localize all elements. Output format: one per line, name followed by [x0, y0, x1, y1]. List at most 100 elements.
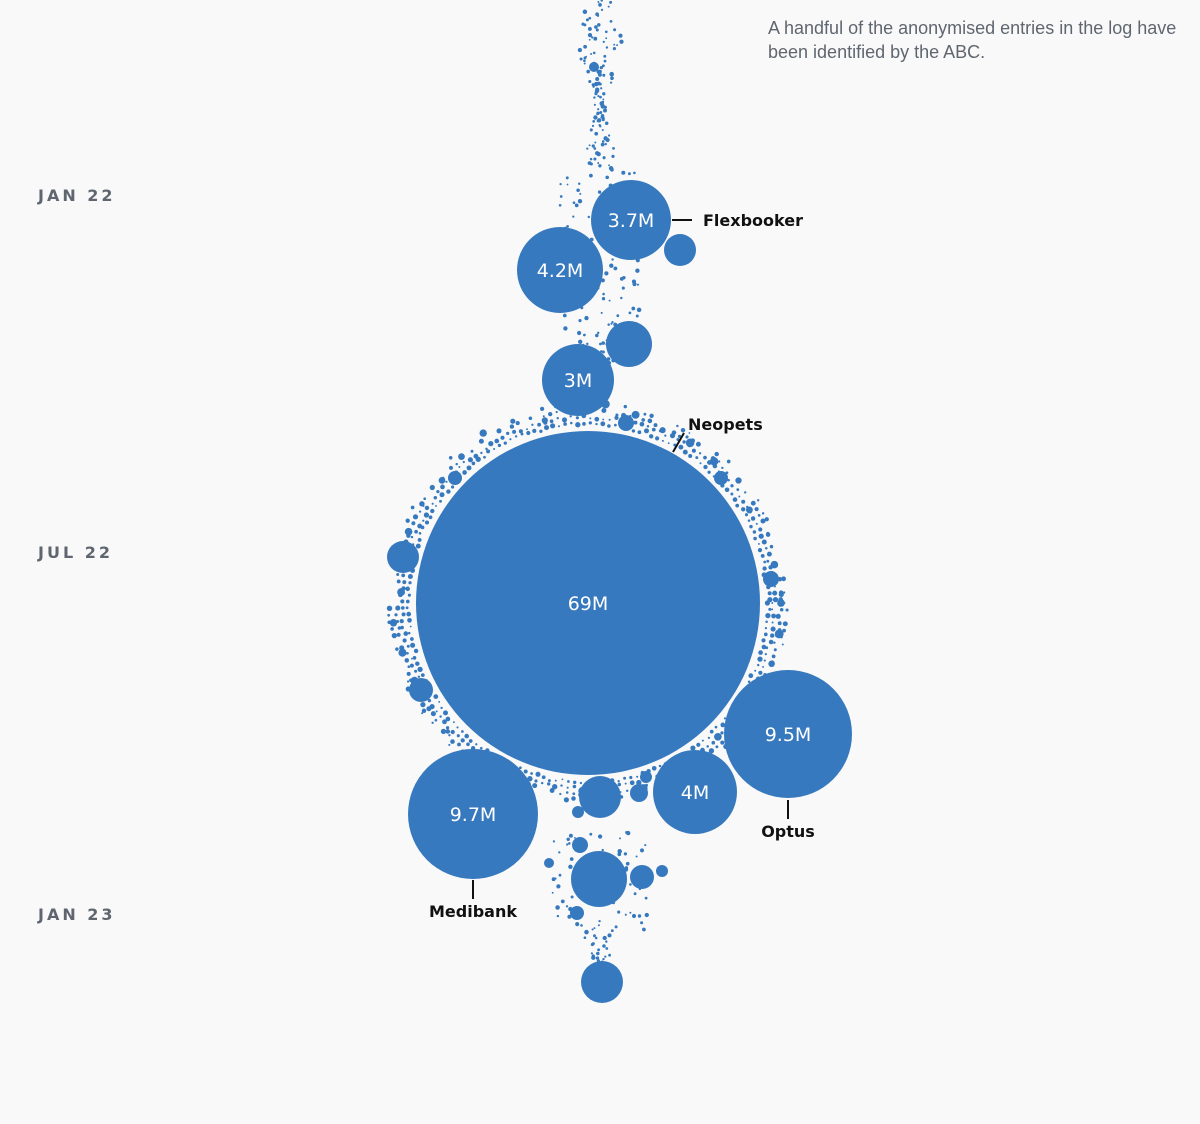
breach-dot: [439, 492, 445, 498]
breach-bubble: [448, 471, 462, 485]
breach-dot: [592, 51, 596, 55]
breach-dot: [629, 883, 632, 886]
breach-dot: [579, 781, 583, 785]
breach-dot: [406, 611, 412, 617]
breach-dot: [471, 461, 476, 466]
breach-dot: [601, 297, 606, 301]
breach-dot: [629, 780, 635, 786]
breach-dot: [550, 423, 556, 429]
breach-dot: [587, 161, 590, 164]
breach-dot: [597, 162, 600, 164]
breach-dot: [590, 952, 594, 955]
breach-dot: [488, 441, 494, 447]
breach-dot: [785, 608, 789, 612]
callouts: Flexbooker Neopets Optus Medibank: [429, 211, 815, 921]
breach-dot: [589, 173, 593, 178]
breach-dot: [400, 625, 404, 630]
breach-dot: [593, 935, 596, 938]
breach-bubble: [570, 906, 584, 920]
breach-dot: [635, 314, 639, 318]
breach-dot: [608, 418, 611, 421]
breach-dot: [609, 20, 613, 23]
breach-dot: [601, 140, 605, 143]
breach-dot: [439, 715, 442, 718]
breach-dot: [597, 72, 602, 77]
breach-dot: [410, 535, 414, 539]
breach-dot: [597, 834, 603, 839]
breach-dot: [593, 927, 596, 930]
breach-dot: [593, 157, 597, 161]
breach-dot: [593, 147, 597, 150]
breach-dot: [664, 434, 667, 437]
breach-dot: [709, 457, 719, 466]
breach-dot: [768, 660, 775, 668]
breach-dot: [613, 43, 616, 46]
breach-dot: [407, 665, 411, 669]
breach-dot: [695, 441, 701, 447]
breach-dot: [396, 632, 401, 637]
breach-dot: [604, 955, 607, 958]
breach-dot: [415, 543, 421, 549]
breach-dot: [577, 182, 581, 186]
breach-bubble: [581, 961, 623, 1003]
breach-dot: [589, 162, 593, 166]
breach-dot: [543, 425, 550, 431]
breach-dot: [402, 580, 407, 585]
breach-bubble: [630, 784, 648, 802]
breach-dot: [623, 404, 627, 409]
breach-dot: [750, 516, 756, 521]
breach-dot: [496, 428, 502, 434]
breach-dot: [602, 418, 605, 421]
breach-dot: [565, 791, 569, 794]
breach-dot: [558, 851, 561, 854]
breach-dot: [397, 588, 406, 597]
breach-dot: [736, 488, 740, 491]
breach-dot: [448, 734, 451, 737]
breach-dot: [724, 487, 730, 493]
breach-dot: [602, 944, 606, 948]
breach-dot: [624, 913, 627, 916]
breach-dot: [607, 5, 610, 8]
breach-dot: [423, 512, 429, 518]
breach-dot: [607, 933, 612, 938]
breach-dot: [596, 951, 600, 956]
breach-dot: [586, 69, 591, 74]
breach-bubble: [579, 776, 621, 818]
breach-dot: [608, 299, 611, 302]
breach-dot: [748, 673, 754, 679]
breach-dot: [599, 95, 602, 99]
breach-dot: [761, 644, 767, 650]
breach-dot: [761, 539, 767, 545]
breach-dot: [512, 429, 517, 434]
breach-dot: [682, 440, 686, 444]
breach-dot: [782, 591, 786, 594]
breach-dot: [407, 617, 412, 623]
callout-line: [672, 432, 685, 453]
breach-dot: [445, 716, 451, 722]
breach-dot: [531, 423, 534, 426]
breach-dot: [445, 729, 451, 734]
breach-dot: [747, 519, 751, 522]
breach-dot: [417, 523, 423, 529]
breach-dot: [714, 725, 718, 729]
breach-dot: [462, 460, 465, 464]
breach-dot: [762, 566, 767, 571]
breach-dot: [701, 739, 704, 742]
breach-dot: [595, 87, 600, 92]
breach-dot: [572, 780, 577, 785]
breach-dot: [406, 680, 410, 683]
breach-dot: [659, 427, 666, 434]
breach-dot: [643, 412, 647, 416]
breach-dot: [419, 501, 425, 507]
breach-bubble: [714, 471, 728, 485]
breach-dot: [605, 175, 609, 180]
breach-dot: [764, 626, 768, 630]
breach-dot: [599, 65, 603, 70]
breach-dot: [765, 532, 771, 537]
breach-dot: [718, 460, 721, 463]
breach-dot: [446, 489, 451, 494]
breach-dot: [480, 451, 483, 455]
breach-dot: [534, 779, 538, 783]
breach-dot: [655, 436, 660, 441]
breach-dot: [460, 738, 465, 743]
